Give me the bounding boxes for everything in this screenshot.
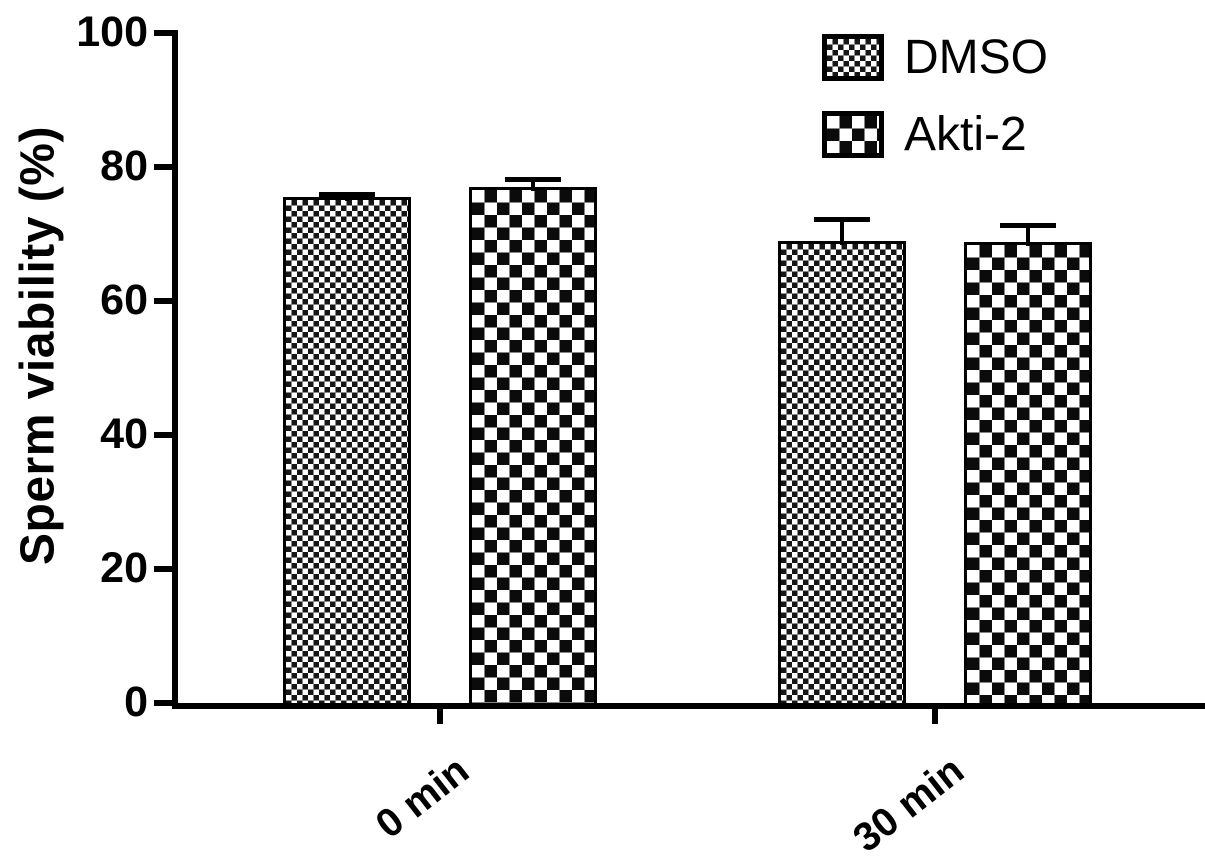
y-tick [154, 164, 172, 170]
bar-akti-2-0min [469, 187, 597, 706]
bar-dmso-0min [283, 197, 411, 706]
legend-label: DMSO [904, 31, 1048, 84]
error-bar-cap [319, 191, 375, 197]
x-tick [932, 709, 938, 724]
x-tick [437, 709, 443, 724]
legend-item: DMSO [822, 30, 1048, 85]
bar-dmso-30min [778, 240, 906, 706]
error-bar-line [1026, 223, 1030, 247]
y-axis-title: Sperm viability (%) [11, 126, 65, 565]
y-tick [154, 432, 172, 438]
error-bar-line [531, 177, 535, 192]
y-tick-label: 40 [100, 410, 148, 458]
x-category-label: 30 min [845, 748, 973, 861]
y-tick-label: 80 [100, 142, 148, 190]
error-bar-line [840, 217, 844, 245]
y-tick-label: 20 [100, 544, 148, 592]
error-bar-cap [814, 217, 870, 223]
y-tick [154, 30, 172, 36]
x-category-label: 0 min [367, 748, 478, 847]
y-tick-label: 0 [124, 678, 148, 726]
error-bar-cap [505, 177, 561, 183]
legend-swatch-dmso [822, 34, 884, 81]
legend: DMSO Akti-2 [822, 30, 1048, 184]
y-tick [154, 700, 172, 706]
y-tick [154, 566, 172, 572]
y-axis-line [172, 30, 178, 709]
error-bar-cap [1000, 223, 1056, 229]
legend-swatch-akti-2 [822, 111, 884, 158]
y-tick-label: 60 [100, 276, 148, 324]
y-tick-label: 100 [76, 8, 148, 56]
legend-label: Akti-2 [904, 108, 1027, 161]
bar-akti-2-30min [964, 242, 1092, 706]
legend-item: Akti-2 [822, 107, 1048, 162]
y-tick [154, 298, 172, 304]
x-axis-line [172, 703, 1205, 709]
